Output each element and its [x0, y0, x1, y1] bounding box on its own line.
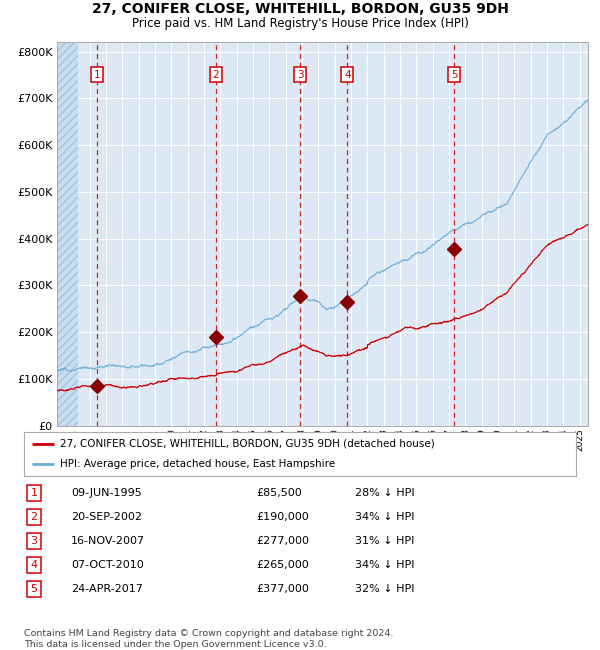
Text: 4: 4 — [31, 560, 37, 570]
Text: Price paid vs. HM Land Registry's House Price Index (HPI): Price paid vs. HM Land Registry's House … — [131, 17, 469, 30]
Text: 24-APR-2017: 24-APR-2017 — [71, 584, 143, 594]
Text: 4: 4 — [344, 70, 350, 80]
Text: 28% ↓ HPI: 28% ↓ HPI — [355, 488, 415, 498]
Text: 32% ↓ HPI: 32% ↓ HPI — [355, 584, 415, 594]
Text: 5: 5 — [451, 70, 458, 80]
Text: 07-OCT-2010: 07-OCT-2010 — [71, 560, 143, 570]
Text: £190,000: £190,000 — [256, 512, 308, 522]
Text: Contains HM Land Registry data © Crown copyright and database right 2024.
This d: Contains HM Land Registry data © Crown c… — [24, 629, 394, 649]
Text: 09-JUN-1995: 09-JUN-1995 — [71, 488, 142, 498]
Text: £85,500: £85,500 — [256, 488, 302, 498]
Text: HPI: Average price, detached house, East Hampshire: HPI: Average price, detached house, East… — [60, 459, 335, 469]
Text: 27, CONIFER CLOSE, WHITEHILL, BORDON, GU35 9DH: 27, CONIFER CLOSE, WHITEHILL, BORDON, GU… — [92, 1, 508, 16]
Text: 2: 2 — [212, 70, 219, 80]
Text: 16-NOV-2007: 16-NOV-2007 — [71, 536, 145, 546]
Text: 20-SEP-2002: 20-SEP-2002 — [71, 512, 142, 522]
Text: 1: 1 — [94, 70, 100, 80]
Text: 3: 3 — [297, 70, 304, 80]
Text: 5: 5 — [31, 584, 37, 594]
Text: 34% ↓ HPI: 34% ↓ HPI — [355, 560, 415, 570]
Text: 2: 2 — [31, 512, 37, 522]
Text: 31% ↓ HPI: 31% ↓ HPI — [355, 536, 415, 546]
Text: 27, CONIFER CLOSE, WHITEHILL, BORDON, GU35 9DH (detached house): 27, CONIFER CLOSE, WHITEHILL, BORDON, GU… — [60, 439, 434, 448]
Text: £377,000: £377,000 — [256, 584, 309, 594]
Text: 1: 1 — [31, 488, 37, 498]
Text: £265,000: £265,000 — [256, 560, 308, 570]
Text: 34% ↓ HPI: 34% ↓ HPI — [355, 512, 415, 522]
Text: £277,000: £277,000 — [256, 536, 309, 546]
Text: 3: 3 — [31, 536, 37, 546]
